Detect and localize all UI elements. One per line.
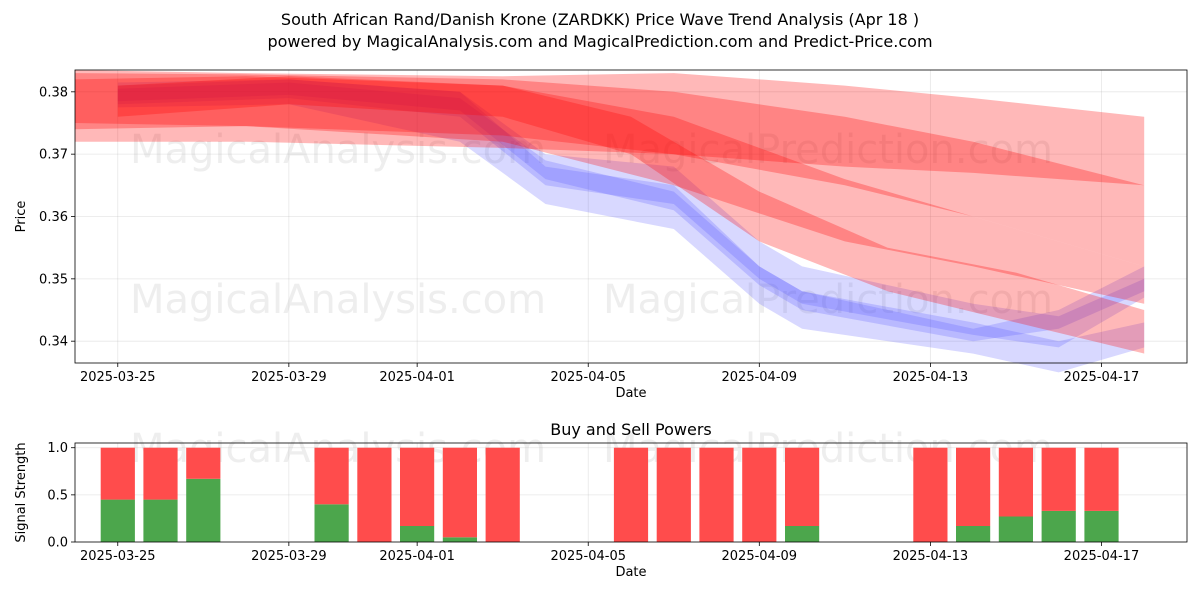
sell-power-bar	[1084, 447, 1119, 511]
signal-strength-axes: 2025-03-25 2025-03-29 2025-04-01 2025-04-05…	[14, 420, 1188, 580]
sell-power-bar	[143, 447, 178, 500]
x-tick-label: 2025-04-09	[722, 549, 798, 564]
x-tick-label: 2025-04-01	[379, 549, 455, 564]
y-axis-label: Price	[14, 201, 29, 233]
sell-power-bar	[485, 447, 520, 542]
buy-wave-band	[117, 82, 1145, 342]
x-tick-label: 2025-03-29	[251, 370, 327, 385]
sell-wave-band	[75, 73, 1145, 267]
watermark-text: MagicalAnalysis.com	[130, 127, 546, 173]
chart-subtitle: powered by MagicalAnalysis.com and Magic…	[267, 32, 933, 51]
sell-power-bar	[186, 447, 221, 479]
buy-power-bar	[1084, 510, 1119, 542]
buy-power-bar	[785, 526, 820, 542]
x-tick-label: 2025-04-13	[893, 370, 969, 385]
x-tick-label: 2025-03-25	[80, 549, 156, 564]
x-tick-label: 2025-04-13	[893, 549, 969, 564]
buy-wave-band	[117, 79, 1145, 373]
watermark-layer: MagicalAnalysis.com MagicalPrediction.com…	[130, 127, 1053, 472]
buy-power-bar	[998, 516, 1033, 542]
sell-power-bar	[699, 447, 734, 542]
sell-power-bar	[400, 447, 435, 526]
y-tick-label: 0.34	[39, 335, 68, 350]
y-tick-label: 0.5	[47, 488, 68, 503]
sell-power-bar	[1041, 447, 1076, 511]
buy-power-bar	[314, 504, 349, 542]
buy-power-bar	[400, 526, 435, 542]
buy-power-bar	[186, 478, 221, 542]
x-tick-label: 2025-04-05	[550, 549, 626, 564]
buy-power-bar	[100, 499, 135, 542]
sell-power-bar	[442, 447, 477, 538]
price-wave-axes: 2025-03-25 2025-03-29 2025-04-01 2025-04-05…	[14, 69, 1188, 401]
watermark-text: MagicalPrediction.com	[603, 127, 1053, 173]
x-tick-label: 2025-04-09	[722, 370, 798, 385]
buy-power-bar	[956, 526, 991, 542]
watermark-text: MagicalAnalysis.com	[130, 277, 546, 323]
y-tick-label: 0.0	[47, 536, 68, 551]
sell-power-bar	[613, 447, 649, 542]
signal-chart-title: Buy and Sell Powers	[550, 420, 712, 439]
sell-power-bar	[785, 447, 820, 526]
sell-wave-band	[75, 76, 1145, 304]
sell-wave-band	[117, 76, 1145, 354]
y-tick-label: 1.0	[47, 441, 68, 456]
sell-power-bar	[100, 447, 135, 500]
sell-power-bar	[357, 447, 392, 542]
x-tick-label: 2025-03-29	[251, 549, 327, 564]
sell-power-bar	[656, 447, 691, 542]
x-tick-label: 2025-04-17	[1064, 549, 1140, 564]
buy-wave-band	[117, 79, 1145, 348]
x-axis-label: Date	[615, 565, 646, 580]
sell-power-bar	[998, 447, 1033, 517]
x-tick-label: 2025-03-25	[80, 370, 156, 385]
x-tick-label: 2025-04-05	[550, 370, 626, 385]
y-tick-label: 0.37	[39, 148, 68, 163]
y-axis-label: Signal Strength	[14, 442, 29, 542]
sell-power-bar	[956, 447, 991, 526]
y-tick-label: 0.35	[39, 272, 68, 287]
x-tick-label: 2025-04-01	[379, 370, 455, 385]
sell-power-bar	[314, 447, 349, 505]
watermark-text: MagicalPrediction.com	[603, 277, 1053, 323]
sell-power-bar	[913, 447, 948, 542]
buy-power-bar	[143, 499, 178, 542]
x-axis-label: Date	[615, 386, 646, 401]
chart-title: South African Rand/Danish Krone (ZARDKK)…	[280, 10, 920, 29]
sell-power-bar	[742, 447, 777, 542]
y-tick-label: 0.36	[39, 210, 68, 225]
axes-frame	[74, 442, 1188, 543]
sell-wave-band	[75, 70, 1145, 186]
buy-power-bar	[1041, 510, 1076, 542]
buy-power-bar	[442, 537, 477, 542]
y-tick-label: 0.38	[39, 85, 68, 100]
x-tick-label: 2025-04-17	[1064, 370, 1140, 385]
